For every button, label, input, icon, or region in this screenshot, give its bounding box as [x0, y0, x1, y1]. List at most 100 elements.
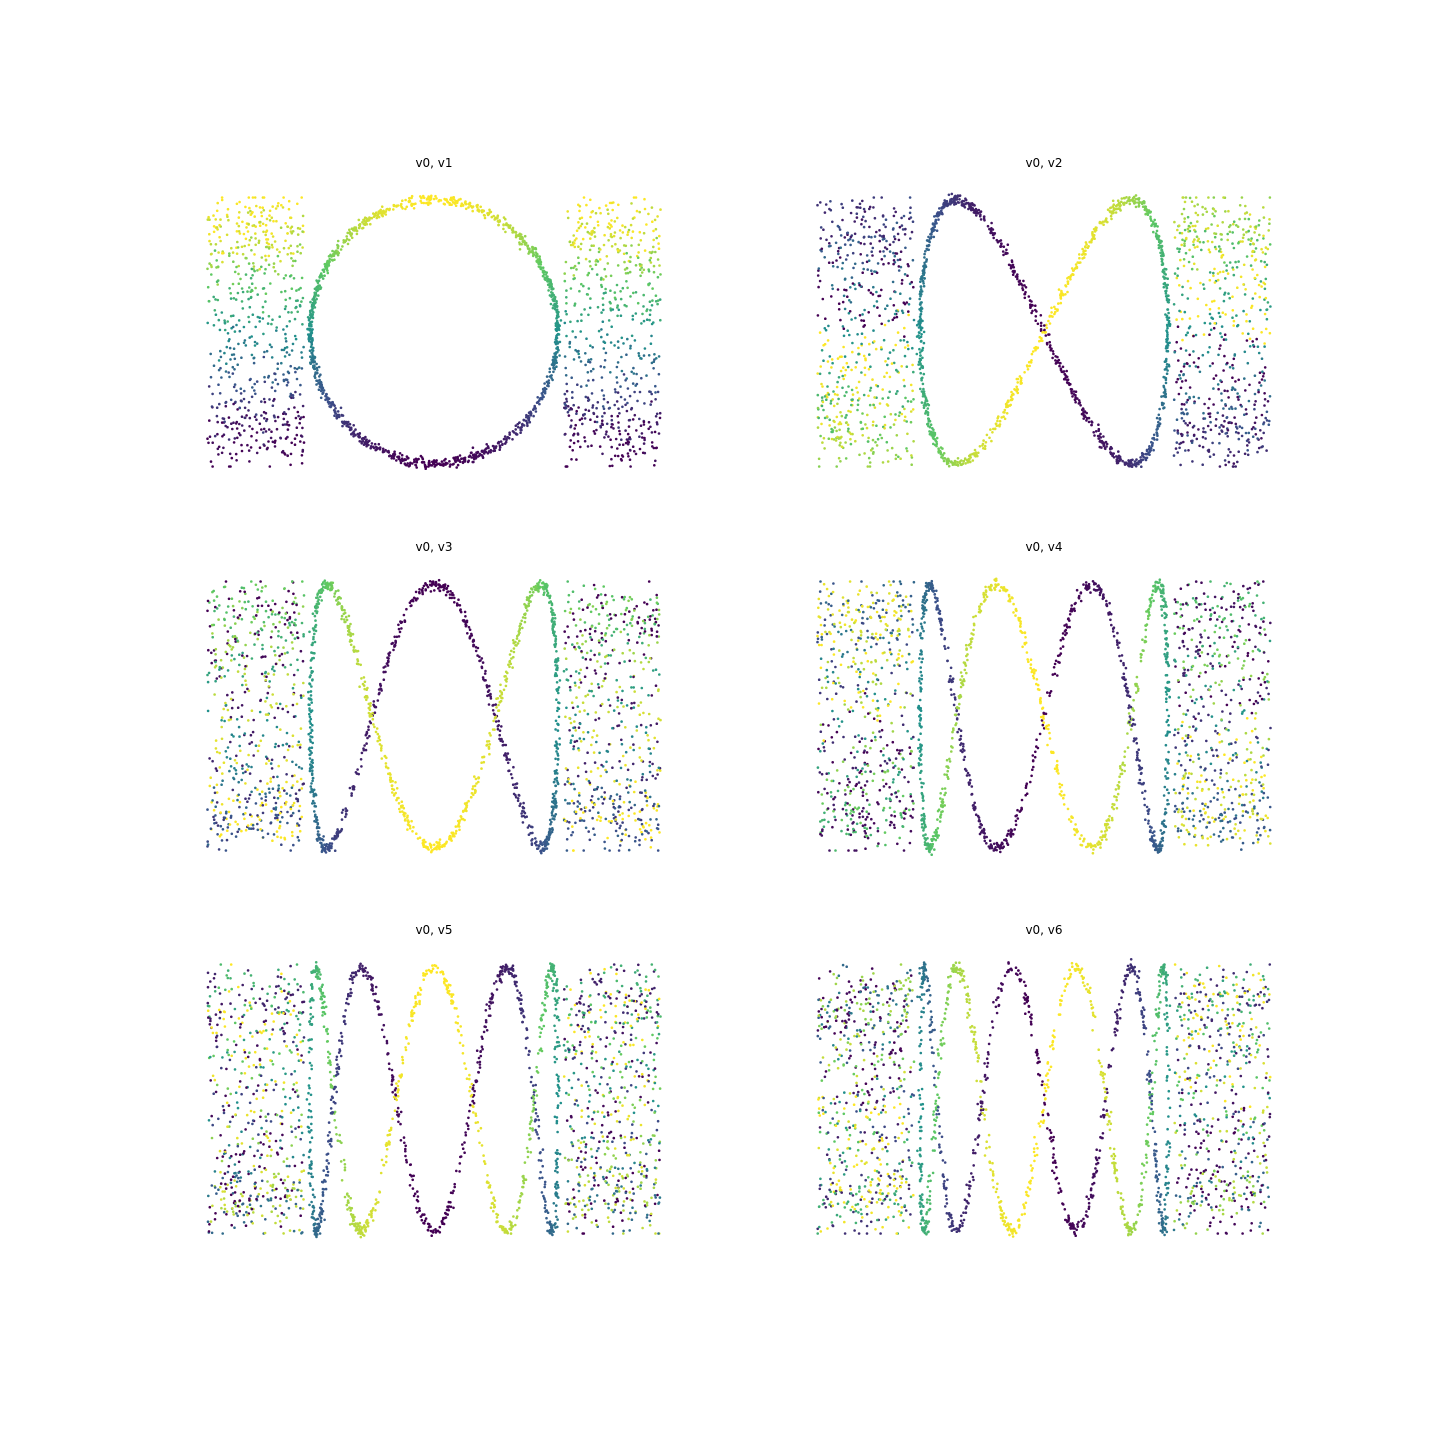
- scatter-point: [1231, 386, 1234, 389]
- scatter-point: [937, 218, 940, 221]
- scatter-point: [1196, 315, 1200, 318]
- scatter-point: [257, 241, 261, 245]
- scatter-point: [940, 209, 943, 212]
- scatter-point: [1237, 260, 1240, 263]
- scatter-point: [396, 204, 400, 207]
- scatter-point: [301, 448, 305, 452]
- scatter-point: [932, 434, 936, 438]
- scatter-point: [882, 223, 886, 226]
- scatter-point: [577, 349, 580, 353]
- scatter-point: [235, 459, 238, 462]
- scatter-point: [536, 396, 539, 399]
- scatter-point: [609, 371, 612, 374]
- scatter-point: [1023, 292, 1027, 296]
- scatter-point: [971, 452, 974, 456]
- scatter-point: [1234, 465, 1237, 468]
- scatter-point: [653, 464, 656, 467]
- scatter-point: [1243, 377, 1246, 380]
- scatter-point: [654, 459, 657, 463]
- scatter-point: [577, 261, 581, 265]
- scatter-point: [243, 429, 246, 432]
- scatter-point: [504, 230, 507, 234]
- scatter-point: [492, 214, 496, 218]
- scatter-point: [615, 376, 618, 379]
- scatter-point: [1180, 243, 1183, 247]
- scatter-point: [599, 278, 603, 281]
- scatter-point: [1070, 388, 1074, 391]
- scatter-point: [623, 225, 627, 229]
- scatter-point: [290, 225, 294, 229]
- scatter-point: [263, 400, 267, 404]
- scatter-point: [258, 206, 262, 209]
- scatter-point: [857, 380, 861, 384]
- scatter-point: [1000, 242, 1003, 245]
- scatter-point: [223, 420, 226, 424]
- scatter-point: [825, 395, 829, 399]
- scatter-point: [876, 437, 880, 441]
- scatter-point: [1208, 346, 1211, 349]
- scatter-point: [1258, 381, 1261, 384]
- scatter-point: [937, 449, 941, 452]
- scatter-point: [631, 217, 635, 220]
- scatter-point: [643, 197, 646, 201]
- scatter-point: [1182, 365, 1186, 368]
- scatter-point: [1260, 437, 1263, 440]
- scatter-point: [822, 228, 825, 231]
- scatter-point: [1234, 407, 1237, 410]
- scatter-point: [264, 300, 267, 303]
- scatter-point: [1268, 243, 1272, 246]
- scatter-point: [1147, 211, 1151, 214]
- scatter-point: [285, 383, 289, 387]
- scatter-point: [253, 382, 256, 386]
- scatter-point: [631, 418, 635, 421]
- scatter-point: [265, 447, 269, 451]
- scatter-point: [629, 255, 632, 259]
- scatter-point: [568, 345, 571, 349]
- scatter-point: [284, 305, 288, 308]
- scatter-point: [637, 354, 641, 358]
- scatter-point: [836, 288, 840, 291]
- scatter-point: [256, 269, 259, 272]
- scatter-point: [1199, 281, 1202, 285]
- scatter-point: [1122, 196, 1126, 200]
- scatter-point: [1036, 346, 1039, 350]
- scatter-point: [820, 382, 823, 386]
- scatter-point: [273, 389, 277, 393]
- scatter-point: [1177, 359, 1180, 362]
- scatter-point: [232, 260, 235, 264]
- scatter-point: [881, 388, 884, 391]
- scatter-point: [1167, 363, 1171, 367]
- scatter-point: [292, 252, 295, 255]
- scatter-point: [895, 221, 899, 225]
- scatter-point: [1263, 265, 1267, 269]
- scatter-point: [1039, 321, 1043, 325]
- scatter-point: [466, 632, 469, 635]
- scatter-point: [235, 389, 238, 393]
- scatter-point: [590, 244, 593, 247]
- scatter-point: [1265, 410, 1269, 414]
- scatter-point: [228, 375, 231, 379]
- scatter-point: [1224, 210, 1227, 213]
- scatter-point: [906, 432, 909, 436]
- scatter-point: [273, 372, 276, 375]
- scatter-point: [235, 323, 238, 327]
- scatter-point: [528, 247, 531, 250]
- scatter-point: [244, 205, 247, 209]
- scatter-point: [1208, 250, 1212, 254]
- scatter-point: [932, 442, 935, 446]
- scatter-point: [219, 355, 223, 359]
- scatter-point: [941, 206, 944, 210]
- scatter-point: [553, 358, 556, 361]
- scatter-point: [400, 202, 403, 206]
- scatter-point: [1263, 379, 1266, 382]
- scatter-point: [1180, 402, 1184, 406]
- scatter-point: [1258, 219, 1261, 222]
- scatter-point: [858, 283, 861, 287]
- scatter-point: [656, 302, 659, 306]
- scatter-point: [863, 242, 866, 246]
- scatter-point: [824, 317, 827, 321]
- scatter-point: [858, 453, 861, 457]
- scatter-point: [1166, 338, 1169, 342]
- scatter-point: [1227, 421, 1230, 425]
- scatter-point: [918, 297, 921, 301]
